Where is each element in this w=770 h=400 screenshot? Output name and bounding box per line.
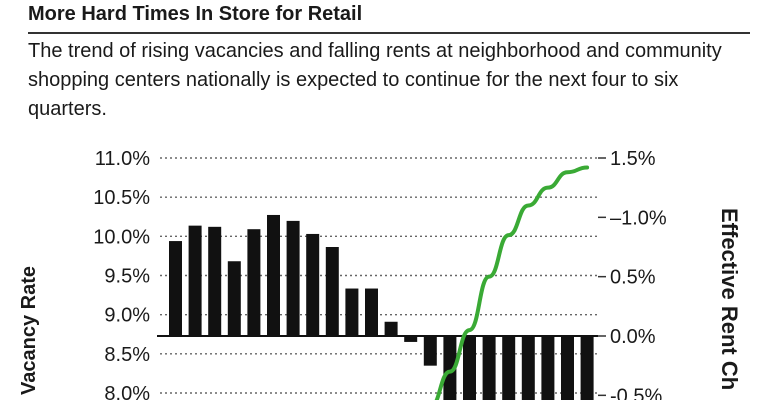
left-tick-label: 11.0% <box>95 148 150 170</box>
bar <box>306 233 320 336</box>
left-tick-label: 10.0% <box>93 226 150 248</box>
bar <box>384 321 398 336</box>
bar <box>580 336 594 400</box>
left-tick-label: 9.0% <box>104 305 150 327</box>
bar <box>345 288 359 336</box>
right-tick-label: –1.0% <box>610 207 667 229</box>
bar <box>286 220 300 336</box>
right-tick-label: 0.5% <box>610 267 656 289</box>
bar <box>169 241 182 336</box>
bar <box>404 336 418 342</box>
rent-change-line <box>434 165 590 400</box>
bar <box>561 336 574 400</box>
bar <box>482 336 496 400</box>
bar <box>541 336 555 400</box>
bar <box>521 336 535 400</box>
bar <box>227 261 241 336</box>
bar <box>325 247 339 336</box>
right-axis-label: Effective Rent Ch <box>717 208 742 391</box>
right-tick-label: 0.0% <box>610 326 656 348</box>
left-tick-label: 10.5% <box>93 187 150 209</box>
right-tick-label: -0.5% <box>610 385 662 400</box>
chart-title: More Hard Times In Store for Retail <box>28 3 363 25</box>
bar <box>365 288 378 336</box>
left-axis-label: Vacancy Rate <box>18 266 40 395</box>
bar <box>502 336 516 400</box>
title-divider <box>28 32 750 34</box>
bar <box>188 225 202 336</box>
chart-subtitle: The trend of rising vacancies and fallin… <box>28 40 722 120</box>
bar <box>267 214 280 336</box>
left-tick-label: 8.0% <box>104 383 150 400</box>
bar <box>443 336 457 400</box>
right-tick-label: 1.5% <box>610 148 656 170</box>
bar <box>247 229 261 336</box>
left-tick-label: 9.5% <box>104 266 150 288</box>
bar <box>208 226 222 336</box>
left-tick-label: 8.5% <box>104 344 150 366</box>
bar <box>423 336 437 366</box>
bar <box>463 336 476 400</box>
